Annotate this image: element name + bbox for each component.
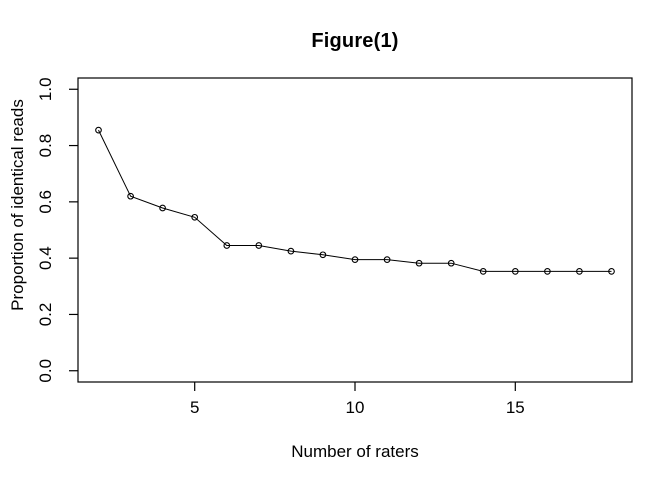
data-point-marker — [576, 268, 583, 275]
x-axis-tick-label: 5 — [190, 398, 199, 417]
y-axis-tick-label: 1.0 — [36, 77, 55, 101]
chart-title: Figure(1) — [311, 30, 399, 52]
x-axis-tick-label: 15 — [506, 398, 525, 417]
data-point-marker — [447, 259, 455, 267]
data-point-marker — [383, 256, 391, 263]
x-axis-tick-label: 10 — [346, 398, 365, 417]
data-point-marker — [287, 247, 295, 255]
data-point-marker — [351, 256, 359, 263]
plot-box — [77, 77, 633, 383]
data-point-marker — [223, 242, 231, 249]
data-line — [98, 129, 612, 272]
y-axis-tick-label: 0.0 — [36, 359, 55, 383]
data-point-marker — [95, 126, 102, 134]
y-axis-tick-label: 0.4 — [36, 246, 55, 270]
data-point-marker — [415, 259, 423, 267]
y-axis-tick-label: 0.6 — [36, 190, 55, 214]
data-point-marker — [127, 192, 134, 200]
data-point-marker — [191, 213, 199, 221]
data-point-marker — [319, 251, 327, 259]
data-point-marker — [608, 268, 615, 275]
data-point-marker — [255, 242, 263, 249]
y-axis-tick-label: 0.8 — [36, 134, 55, 158]
y-axis-title: Proportion of identical reads — [8, 99, 27, 311]
data-point-marker — [544, 268, 551, 275]
data-point-marker — [479, 268, 487, 275]
y-axis-tick-label: 0.2 — [36, 303, 55, 327]
data-point-marker — [159, 204, 166, 212]
data-point-marker — [511, 268, 519, 275]
x-axis-title: Number of raters — [291, 442, 419, 461]
